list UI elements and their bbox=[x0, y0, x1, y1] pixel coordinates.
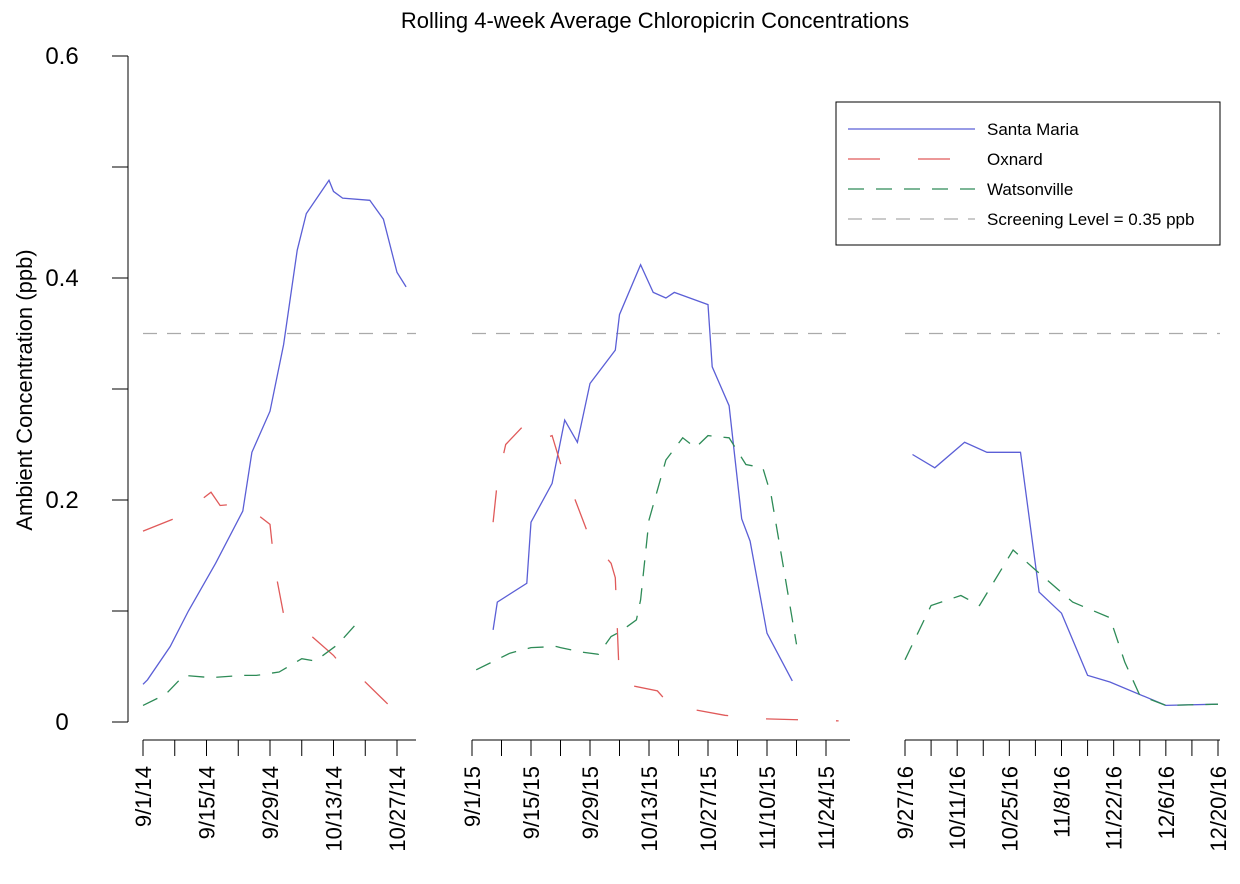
legend-label: Oxnard bbox=[987, 150, 1043, 169]
series-line bbox=[904, 548, 1219, 707]
x-tick-label: 9/15/14 bbox=[195, 766, 220, 839]
x-tick-label: 11/10/15 bbox=[755, 766, 780, 850]
x-tick-label: 9/29/14 bbox=[258, 766, 283, 839]
x-tick-label: 9/29/15 bbox=[578, 766, 603, 839]
y-tick-label: 0 bbox=[55, 709, 68, 736]
y-tick-label: 0.2 bbox=[45, 487, 78, 514]
x-tick-label: 10/27/14 bbox=[385, 766, 410, 852]
legend-box bbox=[835, 101, 1221, 246]
legend-label: Watsonville bbox=[987, 180, 1073, 199]
y-tick-label: 0.6 bbox=[45, 43, 78, 70]
y-axis-label: Ambient Concentration (ppb) bbox=[12, 249, 37, 530]
x-tick-label: 12/20/16 bbox=[1206, 766, 1231, 852]
legend-label: Screening Level = 0.35 ppb bbox=[987, 210, 1194, 229]
series-line bbox=[912, 441, 1219, 707]
x-tick-label: 12/6/16 bbox=[1154, 766, 1179, 839]
x-tick-label: 10/11/16 bbox=[945, 766, 970, 850]
x-tick-label: 10/13/15 bbox=[637, 766, 662, 852]
series-line bbox=[142, 491, 407, 712]
y-tick-label: 0.4 bbox=[45, 265, 78, 292]
chart-title: Rolling 4-week Average Chloropicrin Conc… bbox=[401, 8, 909, 33]
x-tick-label: 11/24/15 bbox=[814, 766, 839, 850]
x-tick-label: 9/1/15 bbox=[460, 766, 485, 827]
x-tick-label: 10/25/16 bbox=[997, 766, 1022, 852]
x-tick-label: 11/8/16 bbox=[1050, 766, 1075, 838]
series-line bbox=[142, 618, 362, 706]
x-tick-label: 11/22/16 bbox=[1102, 766, 1127, 850]
legend-label: Santa Maria bbox=[987, 120, 1079, 139]
x-tick-label: 9/27/16 bbox=[893, 766, 918, 839]
series-line bbox=[492, 263, 793, 682]
x-tick-label: 10/13/14 bbox=[322, 766, 347, 852]
series-line bbox=[142, 178, 407, 685]
series-line bbox=[475, 434, 798, 671]
x-tick-label: 9/15/15 bbox=[519, 766, 544, 839]
x-tick-label: 9/1/14 bbox=[131, 766, 156, 827]
x-tick-label: 10/27/15 bbox=[696, 766, 721, 852]
series-line bbox=[492, 421, 839, 722]
